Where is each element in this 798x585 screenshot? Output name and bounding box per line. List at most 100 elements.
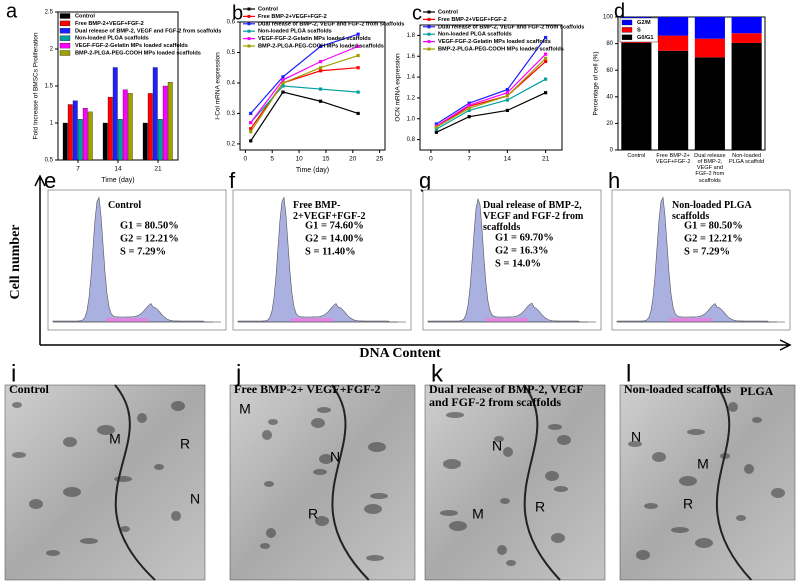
organelle bbox=[728, 402, 738, 412]
x-axis-label: DNA Content bbox=[359, 346, 441, 361]
organelle bbox=[744, 464, 754, 474]
organelle bbox=[449, 521, 467, 531]
flow-stat: G2 = 16.3% bbox=[495, 245, 549, 256]
organelle bbox=[12, 452, 26, 458]
bar bbox=[127, 93, 133, 161]
organelle bbox=[503, 447, 513, 457]
legend-label: S bbox=[637, 27, 641, 33]
organelle bbox=[771, 488, 785, 498]
organelle bbox=[12, 402, 22, 408]
legend-label: G0/G1 bbox=[637, 35, 653, 41]
bar bbox=[142, 122, 148, 161]
marker bbox=[281, 78, 285, 82]
bar bbox=[122, 89, 128, 161]
histogram-frame bbox=[232, 189, 412, 331]
y-axis-label: Percentage of cell (%) bbox=[593, 52, 600, 116]
x-tick-label: 21 bbox=[542, 156, 550, 163]
plot-frame bbox=[239, 21, 386, 151]
y-tick-label: 1.2 bbox=[407, 95, 416, 101]
panel-letter: c bbox=[412, 2, 422, 24]
x-tick-label: Non-loaded PLGA scaffold bbox=[728, 153, 765, 166]
panel-letter: a bbox=[6, 0, 18, 22]
plot-frame bbox=[617, 16, 766, 151]
legend-label: G2/M bbox=[637, 20, 651, 26]
histogram-fill bbox=[237, 196, 398, 323]
flow-stat: S = 11.40% bbox=[305, 246, 356, 257]
legend-label: Control bbox=[75, 13, 95, 19]
legend-label: Free BMP-2+VEGF+FGF-2 bbox=[258, 14, 327, 20]
marker bbox=[356, 32, 360, 36]
organelle bbox=[497, 545, 507, 555]
organelle bbox=[440, 510, 458, 516]
legend-swatch bbox=[427, 40, 431, 44]
structure-label: N bbox=[631, 429, 641, 445]
organelle bbox=[29, 499, 43, 509]
marker bbox=[505, 108, 509, 113]
bar-segment bbox=[658, 17, 689, 36]
marker bbox=[249, 130, 253, 134]
flow-title: Control bbox=[108, 200, 142, 211]
legend-label: Non-loaded PLGA scaffolds bbox=[258, 29, 332, 35]
panel-letter: e bbox=[44, 168, 56, 193]
flow-stat: G1 = 69.70% bbox=[495, 232, 554, 243]
organelle bbox=[370, 493, 388, 499]
series-line bbox=[250, 91, 359, 142]
organelle bbox=[506, 560, 516, 566]
flow-title-box: Non-loaded PLGA scaffolds bbox=[672, 200, 751, 222]
organelle bbox=[313, 469, 327, 475]
structure-label: M bbox=[472, 506, 484, 522]
x-tick-label: 7 bbox=[467, 156, 471, 163]
legend-label: Dual release of BMP-2, VEGF and FGF-2 fr… bbox=[258, 21, 404, 27]
histogram-s-phase bbox=[291, 318, 333, 322]
legend-label: Non-loaded PLGA scaffolds bbox=[75, 36, 149, 42]
micrograph-title: Non-loaded scaffolds bbox=[624, 383, 732, 396]
micrograph bbox=[4, 384, 206, 581]
flow-title: Free BMP-2+VEGF+FGF-2 bbox=[293, 200, 366, 222]
panel-letter: h bbox=[608, 168, 620, 193]
series-line bbox=[436, 78, 546, 130]
x-tick-label: 5 bbox=[270, 156, 274, 163]
x-tick-label-box: Control bbox=[627, 153, 646, 159]
y-tick-label: 1.4 bbox=[407, 75, 416, 81]
x-tick-label-box: Non-loaded PLGA scaffold bbox=[728, 153, 765, 166]
marker bbox=[318, 69, 323, 73]
marker bbox=[318, 87, 323, 91]
organelle bbox=[644, 503, 658, 509]
organelle bbox=[317, 407, 331, 413]
histogram-fill bbox=[616, 196, 777, 323]
y-tick-label: 20 bbox=[606, 121, 613, 127]
bar bbox=[102, 122, 108, 161]
marker bbox=[318, 66, 323, 70]
series-line bbox=[436, 53, 547, 127]
histogram-frame bbox=[47, 189, 227, 331]
organelle bbox=[671, 527, 689, 533]
structure-label: R bbox=[180, 436, 190, 452]
legend-swatch bbox=[247, 29, 251, 33]
histogram-frame bbox=[611, 189, 791, 331]
marker bbox=[505, 87, 509, 92]
legend-swatch bbox=[59, 35, 71, 41]
bar-segment bbox=[694, 17, 725, 39]
series-line bbox=[436, 61, 547, 128]
y-tick-label: 1.5 bbox=[45, 84, 54, 90]
legend-label: Control bbox=[258, 6, 278, 12]
legend-label: Control bbox=[438, 9, 458, 15]
organelle bbox=[319, 454, 333, 464]
micrograph-title-box: Control bbox=[9, 383, 49, 396]
bar-segment bbox=[694, 57, 725, 151]
flow-title: Dual release of BMP-2, VEGF and FGF-2 fr… bbox=[483, 200, 584, 233]
legend-swatch bbox=[59, 42, 71, 49]
bar bbox=[162, 85, 168, 161]
legend-label: Free BMP-2+VEGF+FGF-2 bbox=[438, 17, 507, 23]
bar bbox=[117, 119, 123, 161]
flow-stat: S = 7.29% bbox=[120, 246, 166, 257]
y-axis-label: Fold Increase of BMSCs Proliferation bbox=[33, 32, 40, 139]
x-tick-label: Control bbox=[627, 153, 646, 159]
organelle bbox=[46, 550, 60, 556]
marker bbox=[467, 106, 471, 110]
micrograph-title: Free BMP-2+ VEGF+FGF-2 bbox=[234, 383, 381, 396]
flow-stat: S = 7.29% bbox=[684, 246, 730, 257]
y-tick-label: 1.8 bbox=[407, 33, 416, 39]
legend-swatch bbox=[621, 19, 633, 26]
